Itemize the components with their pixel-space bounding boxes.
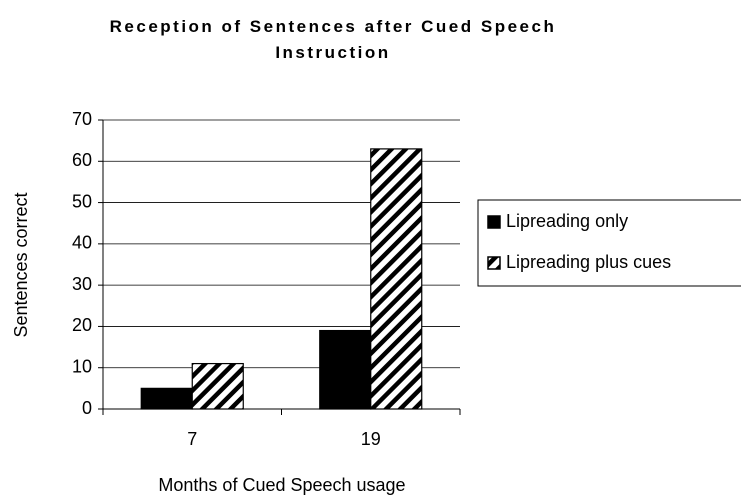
x-tick-label: 19: [361, 429, 381, 449]
legend-box: [477, 199, 741, 287]
legend-label: Lipreading plus cues: [506, 252, 671, 272]
legend-swatch: [487, 215, 501, 229]
bar: [140, 387, 193, 410]
legend-label: Lipreading only: [506, 211, 628, 231]
y-tick-label: 30: [72, 274, 92, 294]
y-tick-label: 0: [82, 398, 92, 418]
y-tick-label: 60: [72, 150, 92, 170]
bar: [191, 362, 244, 410]
bar: [319, 329, 372, 410]
y-axis-label: Sentences correct: [11, 192, 31, 337]
chart-title: Reception of Sentences after Cued Speech…: [109, 17, 557, 62]
legend-swatch: [487, 256, 501, 270]
y-tick-label: 70: [72, 109, 92, 129]
bar: [370, 148, 423, 410]
y-tick-label: 10: [72, 356, 92, 376]
x-tick-label: 7: [187, 429, 197, 449]
y-tick-label: 50: [72, 191, 92, 211]
x-axis-label: Months of Cued Speech usage: [158, 475, 405, 495]
y-tick-label: 20: [72, 315, 92, 335]
y-tick-label: 40: [72, 233, 92, 253]
